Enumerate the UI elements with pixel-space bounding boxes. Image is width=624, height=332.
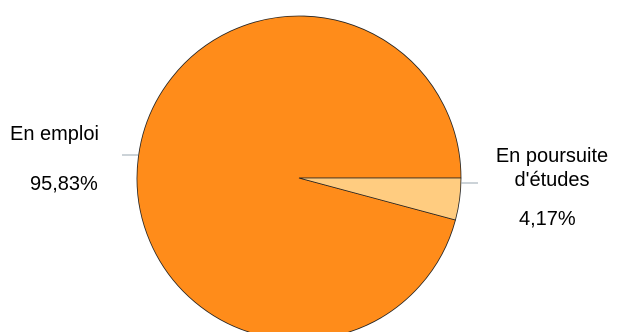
slice-name-label: En emploi [10, 123, 99, 145]
pie-slice-en-emploi [136, 15, 462, 332]
slice-value-label: 4,17% [519, 208, 576, 230]
pie-slice-en-poursuite-etudes [298, 177, 462, 221]
pie-slices [136, 15, 462, 332]
slice-name-line: En poursuite [496, 145, 608, 167]
slice-name-line: En emploi [10, 123, 99, 145]
leader-lines [122, 154, 478, 184]
slice-name-label: En poursuite d'études [496, 145, 608, 191]
slice-labels: En emploi 95,83% En poursuite d'études 4,17% [10, 123, 608, 230]
slice-name-line: d'études [515, 169, 590, 191]
slice-value-label: 95,83% [30, 173, 98, 195]
